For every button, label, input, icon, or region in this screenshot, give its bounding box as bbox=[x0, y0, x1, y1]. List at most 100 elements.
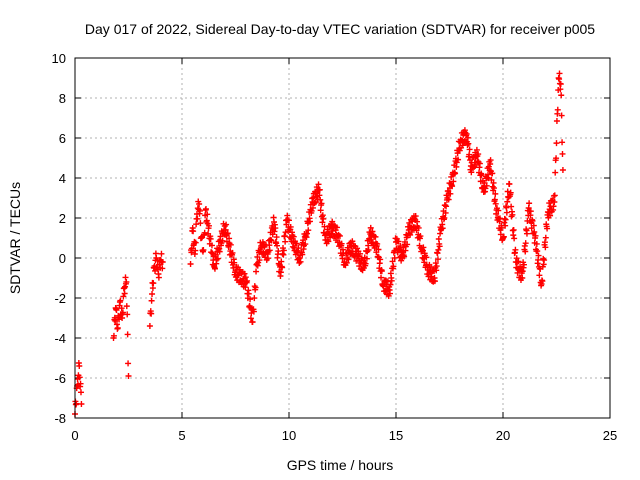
data-point bbox=[207, 235, 214, 242]
y-tick-label: 2 bbox=[59, 211, 66, 226]
data-point bbox=[557, 81, 564, 87]
data-point bbox=[247, 315, 254, 322]
data-point bbox=[553, 155, 560, 162]
data-point bbox=[282, 238, 289, 245]
data-point bbox=[329, 227, 336, 234]
data-point bbox=[395, 238, 402, 245]
data-point bbox=[333, 224, 340, 231]
data-point bbox=[508, 203, 515, 210]
data-point bbox=[76, 374, 83, 381]
data-point bbox=[193, 221, 200, 228]
axis-ticks: -8 -6 -4 -2 0 2 4 6 8 10 0 5 10 15 20 25 bbox=[52, 51, 618, 443]
data-point bbox=[318, 200, 325, 207]
data-point bbox=[436, 243, 443, 250]
data-point bbox=[539, 278, 546, 285]
data-point bbox=[551, 199, 558, 205]
data-point bbox=[295, 245, 302, 252]
data-point bbox=[124, 331, 131, 338]
data-point bbox=[401, 253, 408, 260]
data-point bbox=[119, 309, 126, 316]
data-point bbox=[277, 269, 284, 276]
data-point bbox=[121, 290, 128, 297]
data-point bbox=[338, 240, 345, 247]
data-point bbox=[249, 319, 256, 325]
data-point bbox=[544, 225, 551, 232]
data-point bbox=[150, 280, 157, 287]
data-point bbox=[309, 204, 316, 211]
data-point bbox=[465, 140, 472, 147]
data-point bbox=[550, 203, 557, 210]
data-point bbox=[273, 234, 280, 241]
data-point bbox=[511, 235, 518, 242]
data-point bbox=[473, 146, 480, 153]
chart-title: Day 017 of 2022, Sidereal Day-to-day VTE… bbox=[85, 21, 595, 37]
data-point bbox=[495, 207, 502, 214]
data-point bbox=[365, 246, 372, 253]
data-point bbox=[247, 296, 254, 303]
data-point bbox=[120, 293, 127, 300]
data-point bbox=[377, 256, 384, 263]
data-point bbox=[498, 224, 505, 231]
data-point bbox=[463, 131, 470, 137]
data-point bbox=[274, 242, 281, 249]
data-point bbox=[434, 256, 441, 263]
data-point bbox=[541, 257, 548, 264]
data-point bbox=[559, 139, 566, 146]
data-point bbox=[205, 222, 212, 229]
x-axis-label: GPS time / hours bbox=[287, 457, 394, 473]
data-point bbox=[336, 232, 343, 239]
data-point bbox=[316, 192, 323, 199]
data-point bbox=[366, 235, 373, 242]
data-point bbox=[509, 211, 516, 218]
data-point bbox=[77, 389, 84, 396]
y-tick-label: 4 bbox=[59, 171, 66, 186]
data-point bbox=[275, 248, 282, 255]
data-point bbox=[529, 217, 536, 224]
data-point bbox=[212, 251, 219, 258]
data-point bbox=[534, 248, 541, 255]
data-point bbox=[332, 227, 339, 234]
data-point bbox=[554, 106, 561, 113]
data-point bbox=[559, 167, 566, 173]
data-point bbox=[222, 226, 229, 233]
data-point bbox=[378, 274, 385, 281]
data-point bbox=[146, 323, 153, 329]
y-tick-label: -4 bbox=[54, 331, 66, 346]
data-point bbox=[266, 242, 273, 249]
data-point bbox=[113, 307, 120, 314]
data-point bbox=[462, 129, 469, 136]
data-point bbox=[217, 233, 224, 240]
data-point bbox=[268, 237, 275, 244]
data-point bbox=[253, 268, 260, 275]
x-tick-label: 25 bbox=[603, 428, 617, 443]
y-tick-label: 10 bbox=[52, 51, 66, 66]
data-point bbox=[435, 246, 442, 253]
data-point bbox=[552, 169, 559, 176]
data-point bbox=[491, 185, 498, 192]
data-point bbox=[271, 228, 278, 235]
data-point bbox=[219, 237, 226, 244]
data-point bbox=[542, 234, 549, 241]
data-point bbox=[531, 229, 538, 236]
data-point bbox=[196, 201, 203, 207]
data-point bbox=[77, 380, 84, 387]
data-point bbox=[468, 169, 475, 176]
data-point bbox=[308, 207, 315, 214]
data-point bbox=[313, 193, 320, 200]
data-point bbox=[431, 278, 438, 285]
data-point bbox=[522, 248, 529, 255]
data-point bbox=[501, 215, 508, 222]
data-point bbox=[325, 238, 332, 245]
data-point bbox=[387, 281, 394, 288]
data-point bbox=[447, 190, 454, 197]
data-point bbox=[114, 325, 121, 331]
data-point bbox=[208, 242, 215, 249]
data-point bbox=[148, 310, 155, 317]
data-point bbox=[197, 220, 204, 227]
data-point bbox=[432, 260, 439, 267]
data-point bbox=[478, 171, 485, 178]
data-point bbox=[389, 258, 396, 265]
data-point bbox=[125, 360, 132, 367]
data-point bbox=[387, 290, 394, 297]
data-point bbox=[492, 200, 499, 207]
